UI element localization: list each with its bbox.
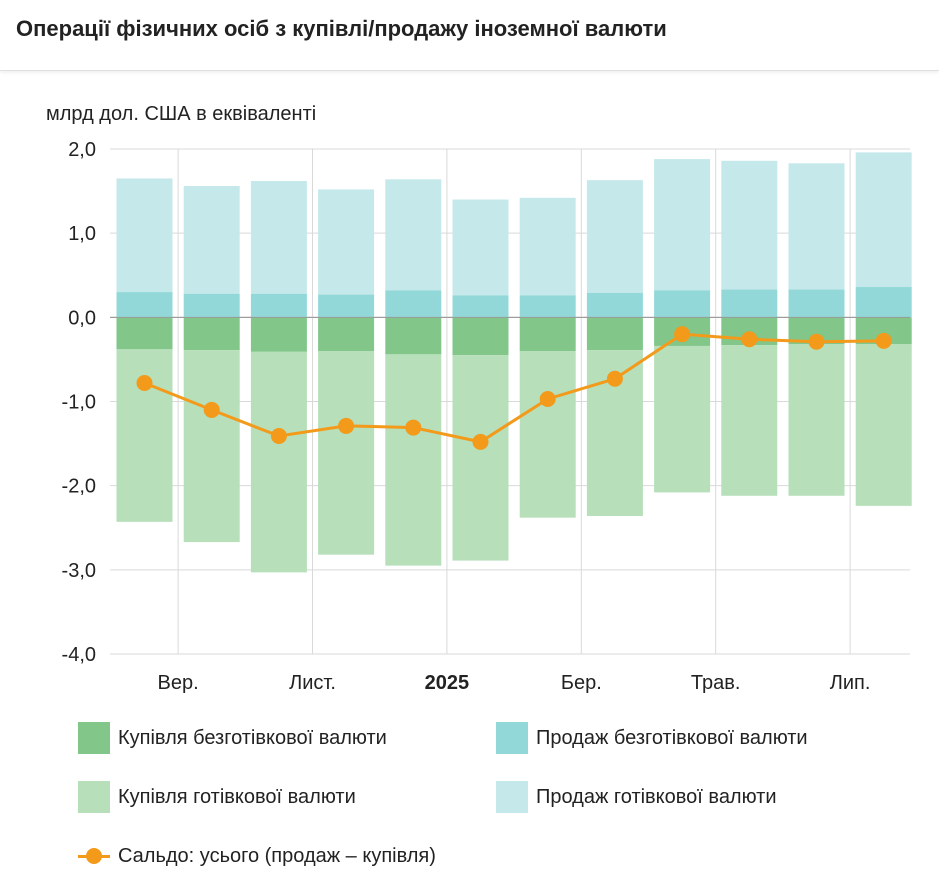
- bar-noncash-sale: [116, 292, 173, 318]
- legend-label-cash-sale: Продаж готівкової валюти: [536, 785, 777, 808]
- bar-noncash-purchase: [318, 317, 375, 351]
- bar-noncash-purchase: [116, 317, 173, 350]
- bar-cash-sale: [721, 160, 778, 290]
- bar-noncash-purchase: [250, 317, 307, 352]
- balance-point: [674, 326, 691, 343]
- x-tick-label: 2025: [425, 672, 470, 694]
- y-tick-label: -3,0: [62, 560, 96, 582]
- balance-line: [143, 332, 884, 444]
- balance-point: [808, 333, 825, 350]
- legend-swatch-cash-purchase: [78, 781, 110, 813]
- bar-cash-purchase: [318, 351, 375, 555]
- legend-swatch-noncash-purchase: [78, 722, 110, 754]
- bar-cash-sale: [788, 163, 845, 290]
- bar-cash-purchase: [183, 350, 240, 543]
- bar-noncash-purchase: [183, 317, 240, 351]
- legend-label-noncash-sale: Продаж безготівкової валюти: [536, 726, 808, 749]
- bar-cash-purchase: [788, 344, 845, 496]
- bar-noncash-sale: [519, 295, 576, 318]
- bar-noncash-sale: [855, 287, 912, 318]
- bar-noncash-sale: [721, 289, 778, 318]
- bar-cash-sale: [183, 186, 240, 294]
- bar-cash-purchase: [721, 345, 778, 496]
- legend-item-cash-sale[interactable]: Продаж готівкової валюти: [496, 780, 777, 814]
- bar-noncash-sale: [452, 295, 509, 318]
- bar-cash-purchase: [452, 355, 509, 561]
- y-tick-label: -2,0: [62, 476, 96, 498]
- balance-point: [338, 417, 355, 434]
- legend-item-balance[interactable]: Сальдо: усього (продаж – купівля): [78, 839, 436, 873]
- x-tick-label: Бер.: [561, 672, 602, 694]
- legend-label-noncash-purchase: Купівля безготівкової валюти: [118, 726, 387, 749]
- bar-noncash-sale: [318, 294, 375, 318]
- y-axis-unit-label: млрд дол. США в еквіваленті: [46, 103, 317, 125]
- legend-label-balance: Сальдо: усього (продаж – купівля): [118, 844, 436, 867]
- balance-point: [875, 332, 892, 349]
- legend-swatch-cash-sale: [496, 781, 528, 813]
- chart-title: Операції фізичних осіб з купівлі/продажу…: [16, 16, 667, 41]
- bar-noncash-sale: [250, 293, 307, 318]
- balance-point: [539, 390, 556, 407]
- bar-cash-sale: [452, 199, 509, 296]
- bar-noncash-purchase: [452, 317, 509, 356]
- bar-noncash-sale: [654, 290, 711, 318]
- bar-cash-purchase: [654, 345, 711, 493]
- bar-cash-sale: [855, 152, 912, 288]
- legend-swatch-noncash-sale: [496, 722, 528, 754]
- legend-item-cash-purchase[interactable]: Купівля готівкової валюти: [78, 780, 356, 814]
- bar-cash-purchase: [855, 344, 912, 506]
- bar-cash-sale: [116, 178, 173, 293]
- balance-point: [270, 428, 287, 445]
- x-tick-label: Вер.: [158, 672, 199, 694]
- legend-item-noncash-purchase[interactable]: Купівля безготівкової валюти: [78, 721, 387, 755]
- bar-noncash-purchase: [586, 317, 643, 351]
- balance-point: [741, 331, 758, 348]
- bar-cash-sale: [318, 189, 375, 295]
- bar-cash-sale: [654, 159, 711, 291]
- bar-cash-sale: [385, 179, 442, 291]
- legend-item-noncash-sale[interactable]: Продаж безготівкової валюти: [496, 721, 808, 755]
- balance-point: [136, 374, 153, 391]
- x-tick-label: Трав.: [691, 672, 741, 694]
- balance-point: [405, 419, 422, 436]
- x-tick-label: Лист.: [289, 672, 336, 694]
- bar-noncash-sale: [788, 289, 845, 318]
- bar-noncash-sale: [586, 292, 643, 318]
- bar-cash-sale: [586, 180, 643, 293]
- balance-point: [606, 370, 623, 387]
- bar-cash-purchase: [519, 351, 576, 518]
- bar-noncash-sale: [183, 293, 240, 318]
- bar-cash-purchase: [250, 351, 307, 573]
- y-tick-label: 1,0: [68, 223, 96, 245]
- legend-label-cash-purchase: Купівля готівкової валюти: [118, 785, 356, 808]
- x-tick-label: Лип.: [830, 672, 871, 694]
- y-tick-label: -4,0: [62, 644, 96, 666]
- legend-line-marker: [86, 848, 102, 864]
- bar-noncash-purchase: [519, 317, 576, 351]
- balance-point: [203, 401, 220, 418]
- chart-plot: 2,0 1,0 0,0 -1,0 -2,0 -3,0 -4,0 Вер. Лист. 2025 Бе…: [62, 139, 912, 694]
- y-tick-label: 0,0: [68, 307, 96, 329]
- bar-cash-sale: [250, 180, 307, 294]
- balance-point: [472, 433, 489, 450]
- bar-cash-sale: [519, 197, 576, 296]
- legend-line-balance-icon: [78, 846, 110, 866]
- y-tick-label: -1,0: [62, 392, 96, 414]
- chart-header: Операції фізичних осіб з купівлі/продажу…: [0, 0, 939, 71]
- bar-noncash-purchase: [385, 317, 442, 355]
- bar-noncash-sale: [385, 290, 442, 318]
- y-tick-label: 2,0: [68, 139, 96, 161]
- bar-cash-purchase: [385, 354, 442, 566]
